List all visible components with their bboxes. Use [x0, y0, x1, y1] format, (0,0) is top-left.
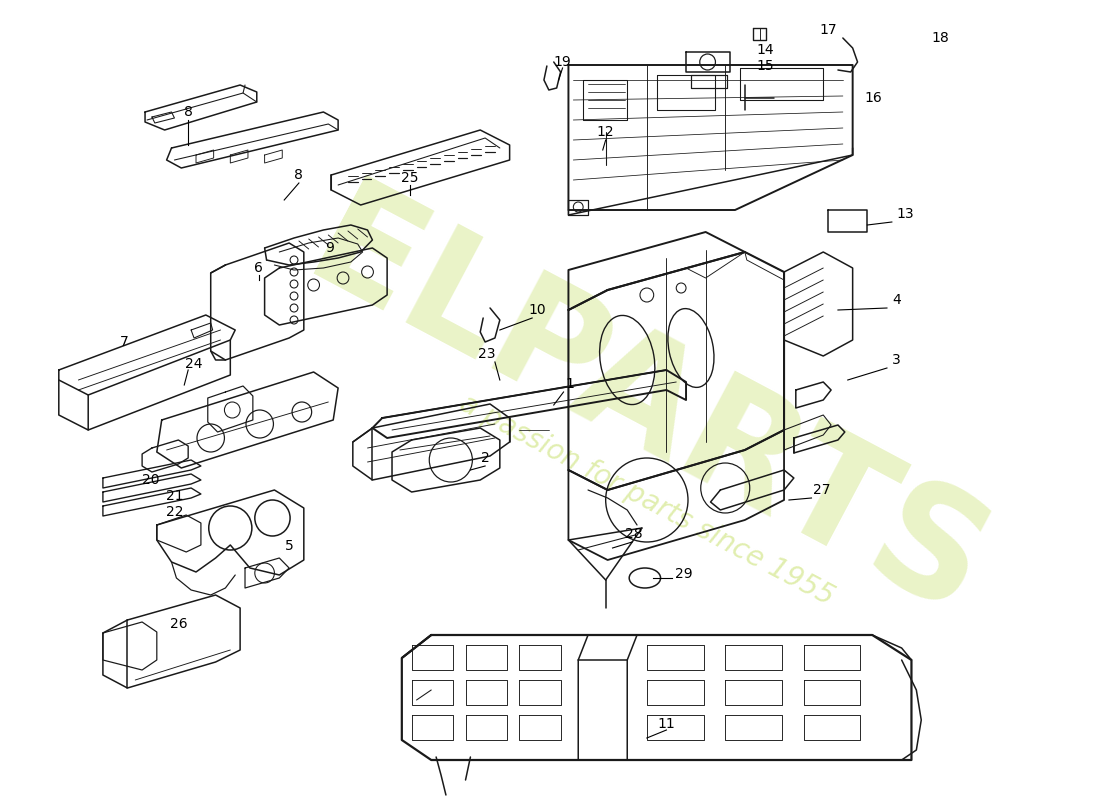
Text: 28: 28: [625, 527, 642, 541]
Text: 2: 2: [481, 451, 490, 465]
Text: 7: 7: [120, 335, 129, 349]
Text: 8: 8: [184, 105, 192, 119]
Text: ELPARTS: ELPARTS: [284, 170, 1010, 650]
Text: 27: 27: [813, 483, 830, 497]
Text: 15: 15: [757, 59, 774, 73]
Text: 11: 11: [658, 717, 675, 731]
Text: 5: 5: [285, 539, 294, 553]
Text: 12: 12: [597, 125, 615, 139]
Text: 22: 22: [166, 505, 184, 519]
Text: 26: 26: [169, 617, 187, 631]
Text: a passion for parts since 1955: a passion for parts since 1955: [455, 389, 838, 611]
Text: 14: 14: [757, 43, 774, 57]
Text: 10: 10: [528, 303, 546, 317]
Text: 18: 18: [931, 31, 949, 45]
Text: 8: 8: [295, 168, 304, 182]
Text: 1: 1: [565, 377, 574, 391]
Text: 23: 23: [478, 347, 496, 361]
Text: 25: 25: [400, 171, 418, 185]
Text: 3: 3: [892, 353, 901, 367]
Text: 9: 9: [324, 241, 333, 255]
Text: 20: 20: [142, 473, 160, 487]
Text: 19: 19: [553, 55, 571, 69]
Text: 4: 4: [892, 293, 901, 307]
Text: 16: 16: [865, 91, 882, 105]
Text: 17: 17: [820, 23, 837, 37]
Text: 29: 29: [675, 567, 693, 581]
Text: 24: 24: [185, 357, 202, 371]
Text: 6: 6: [254, 261, 263, 275]
Text: 13: 13: [896, 207, 914, 221]
Text: 21: 21: [166, 489, 184, 503]
